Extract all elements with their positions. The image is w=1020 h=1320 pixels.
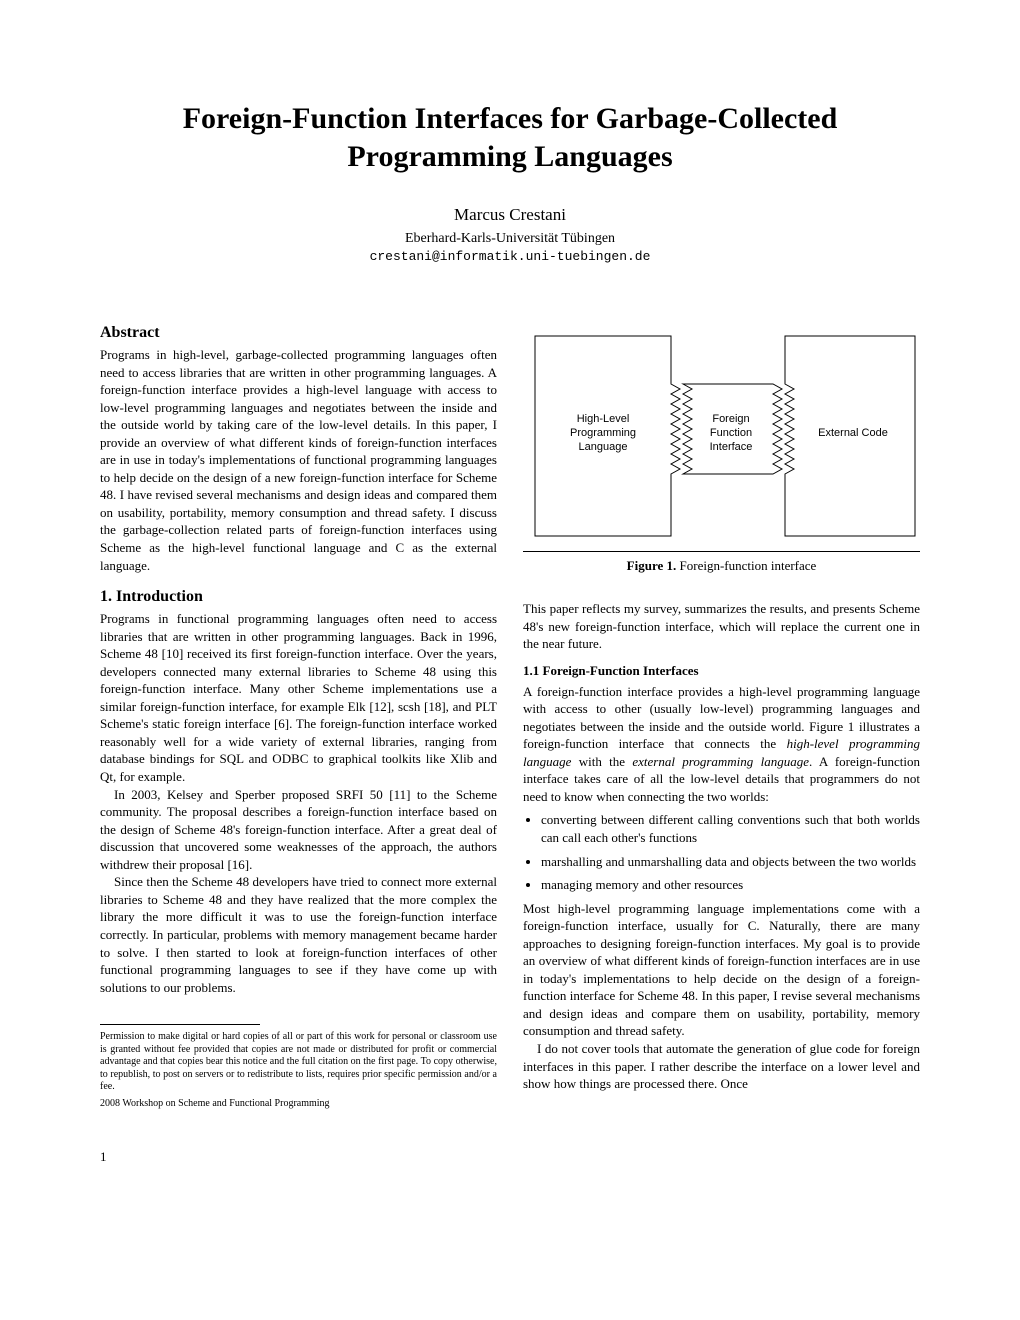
figure-1-caption: Figure 1. Foreign-function interface — [523, 558, 920, 574]
fig-box1-l1: High-Level — [577, 413, 630, 425]
fig-box2-l3: Interface — [710, 441, 753, 453]
col2-para-4: I do not cover tools that automate the g… — [523, 1040, 920, 1093]
figure-box-ffi: Foreign Function Interface — [683, 384, 782, 474]
col2-para-3: Most high-level programming language imp… — [523, 900, 920, 1040]
fig-box1-l3: Language — [579, 441, 628, 453]
intro-para-2: In 2003, Kelsey and Sperber proposed SRF… — [100, 786, 497, 874]
bullet-1: converting between different calling con… — [541, 811, 920, 846]
figure-box-hlpl: High-Level Programming Language — [535, 336, 680, 536]
intro-para-3: Since then the Scheme 48 developers have… — [100, 873, 497, 996]
author-email: crestani@informatik.uni-tuebingen.de — [100, 249, 920, 264]
author-block: Marcus Crestani Eberhard-Karls-Universit… — [100, 205, 920, 264]
page: Foreign-Function Interfaces for Garbage-… — [0, 0, 1020, 1225]
fig-box1-l2: Programming — [570, 427, 636, 439]
fig-box2-l2: Function — [710, 427, 752, 439]
paper-title: Foreign-Function Interfaces for Garbage-… — [100, 100, 920, 175]
col2-para-1: This paper reflects my survey, summarize… — [523, 600, 920, 653]
left-column: Abstract Programs in high-level, garbage… — [100, 324, 497, 1109]
venue: 2008 Workshop on Scheme and Functional P… — [100, 1098, 497, 1109]
author-name: Marcus Crestani — [100, 205, 920, 225]
subsection-1-1-heading: 1.1 Foreign-Function Interfaces — [523, 663, 920, 679]
figure-1-diagram: High-Level Programming Language Foreign … — [523, 324, 923, 549]
figure-1-label: Figure 1. — [627, 558, 677, 573]
abstract-text: Programs in high-level, garbage-collecte… — [100, 346, 497, 574]
right-column: High-Level Programming Language Foreign … — [523, 324, 920, 1093]
copyright-notice: Permission to make digital or hard copie… — [100, 1031, 497, 1094]
page-number: 1 — [100, 1149, 920, 1165]
abstract-heading: Abstract — [100, 324, 497, 342]
copyright-divider — [100, 1024, 260, 1025]
figure-box-external: External Code — [785, 336, 915, 536]
figure-1: High-Level Programming Language Foreign … — [523, 324, 920, 552]
intro-para-1: Programs in functional programming langu… — [100, 610, 497, 785]
col2-para-2: A foreign-function interface provides a … — [523, 683, 920, 806]
fig-box2-l1: Foreign — [712, 413, 749, 425]
figure-1-caption-text: Foreign-function interface — [676, 558, 816, 573]
ffi-bullet-list: converting between different calling con… — [523, 811, 920, 893]
affiliation: Eberhard-Karls-Universität Tübingen — [100, 231, 920, 247]
section-1-heading: 1. Introduction — [100, 588, 497, 606]
bullet-3: managing memory and other resources — [541, 876, 920, 894]
bullet-2: marshalling and unmarshalling data and o… — [541, 853, 920, 871]
fig-box3-label: External Code — [818, 427, 888, 439]
two-column-layout: Abstract Programs in high-level, garbage… — [100, 324, 920, 1109]
